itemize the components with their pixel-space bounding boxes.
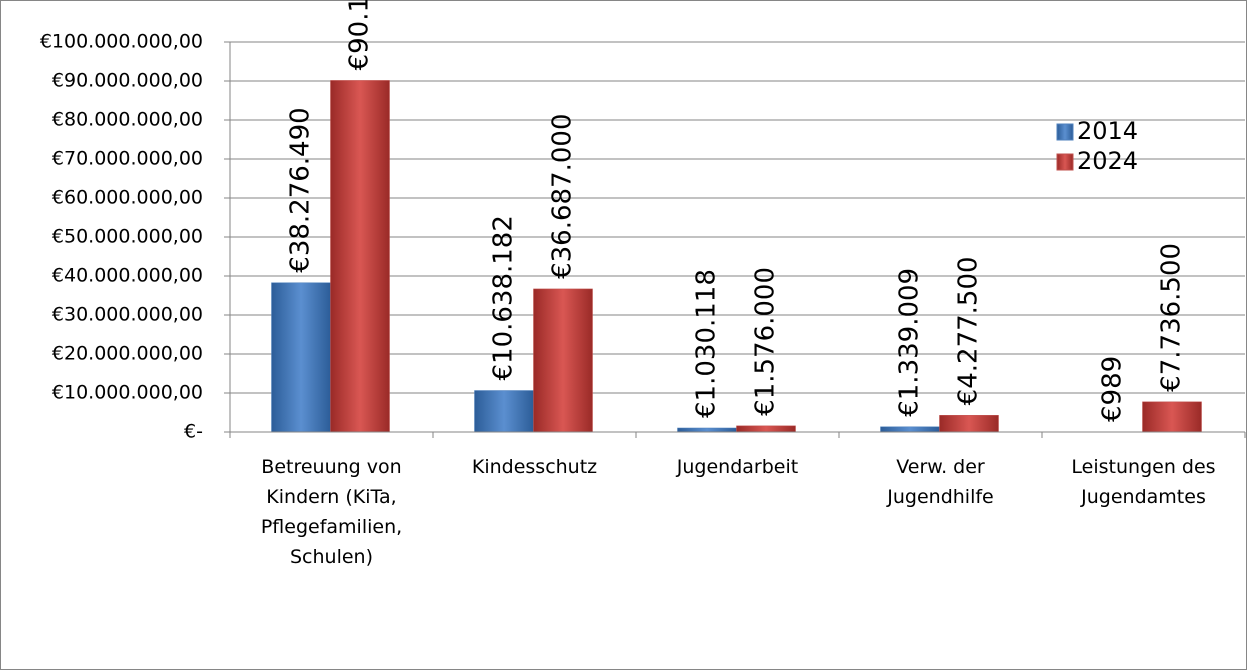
value-label: €90.144.500 (345, 0, 375, 70)
y-tick-label: €10.000.000,00 (52, 382, 203, 404)
value-label: €10.638.182 (489, 215, 519, 380)
legend-label: 2024 (1077, 147, 1138, 175)
value-label: €7.736.500 (1157, 243, 1187, 392)
value-label: €1.030.118 (692, 269, 722, 418)
y-tick-label: €100.000.000,00 (40, 31, 203, 53)
x-tick-label: Betreuung von Kindern (KiTa, Pflegefamil… (260, 456, 403, 568)
y-tick-label: €50.000.000,00 (52, 226, 203, 248)
bar (1142, 401, 1202, 433)
x-tick-label: Verw. der Jugendhilfe (887, 456, 994, 508)
y-tick-label: €90.000.000,00 (52, 70, 203, 92)
value-label: €1.339.009 (895, 268, 925, 417)
bar (880, 426, 940, 433)
value-label: €38.276.490 (286, 107, 316, 272)
x-tick-label: Jugendarbeit (676, 456, 799, 478)
y-tick-label: €40.000.000,00 (52, 265, 203, 287)
legend-swatch (1056, 123, 1074, 141)
y-tick-label: €- (184, 421, 203, 443)
x-tick-label: Kindesschutz (471, 456, 598, 478)
legend-label: 2014 (1077, 117, 1138, 145)
legend-swatch (1056, 153, 1074, 171)
value-label: €36.687.000 (548, 113, 578, 278)
y-tick-label: €70.000.000,00 (52, 148, 203, 170)
bar (330, 80, 390, 433)
value-label: €989 (1098, 356, 1128, 422)
y-tick-label: €60.000.000,00 (52, 187, 203, 209)
bar (736, 425, 796, 433)
bar (939, 415, 999, 433)
bar (533, 288, 593, 433)
y-tick-label: €20.000.000,00 (52, 343, 203, 365)
bar (474, 390, 534, 433)
value-label: €4.277.500 (954, 256, 984, 405)
bar (677, 427, 737, 433)
bar (271, 282, 331, 433)
value-label: €1.576.000 (751, 267, 781, 416)
x-tick-label: Leistungen des Jugendamtes (1071, 456, 1216, 508)
y-tick-label: €80.000.000,00 (52, 109, 203, 131)
y-tick-label: €30.000.000,00 (52, 304, 203, 326)
